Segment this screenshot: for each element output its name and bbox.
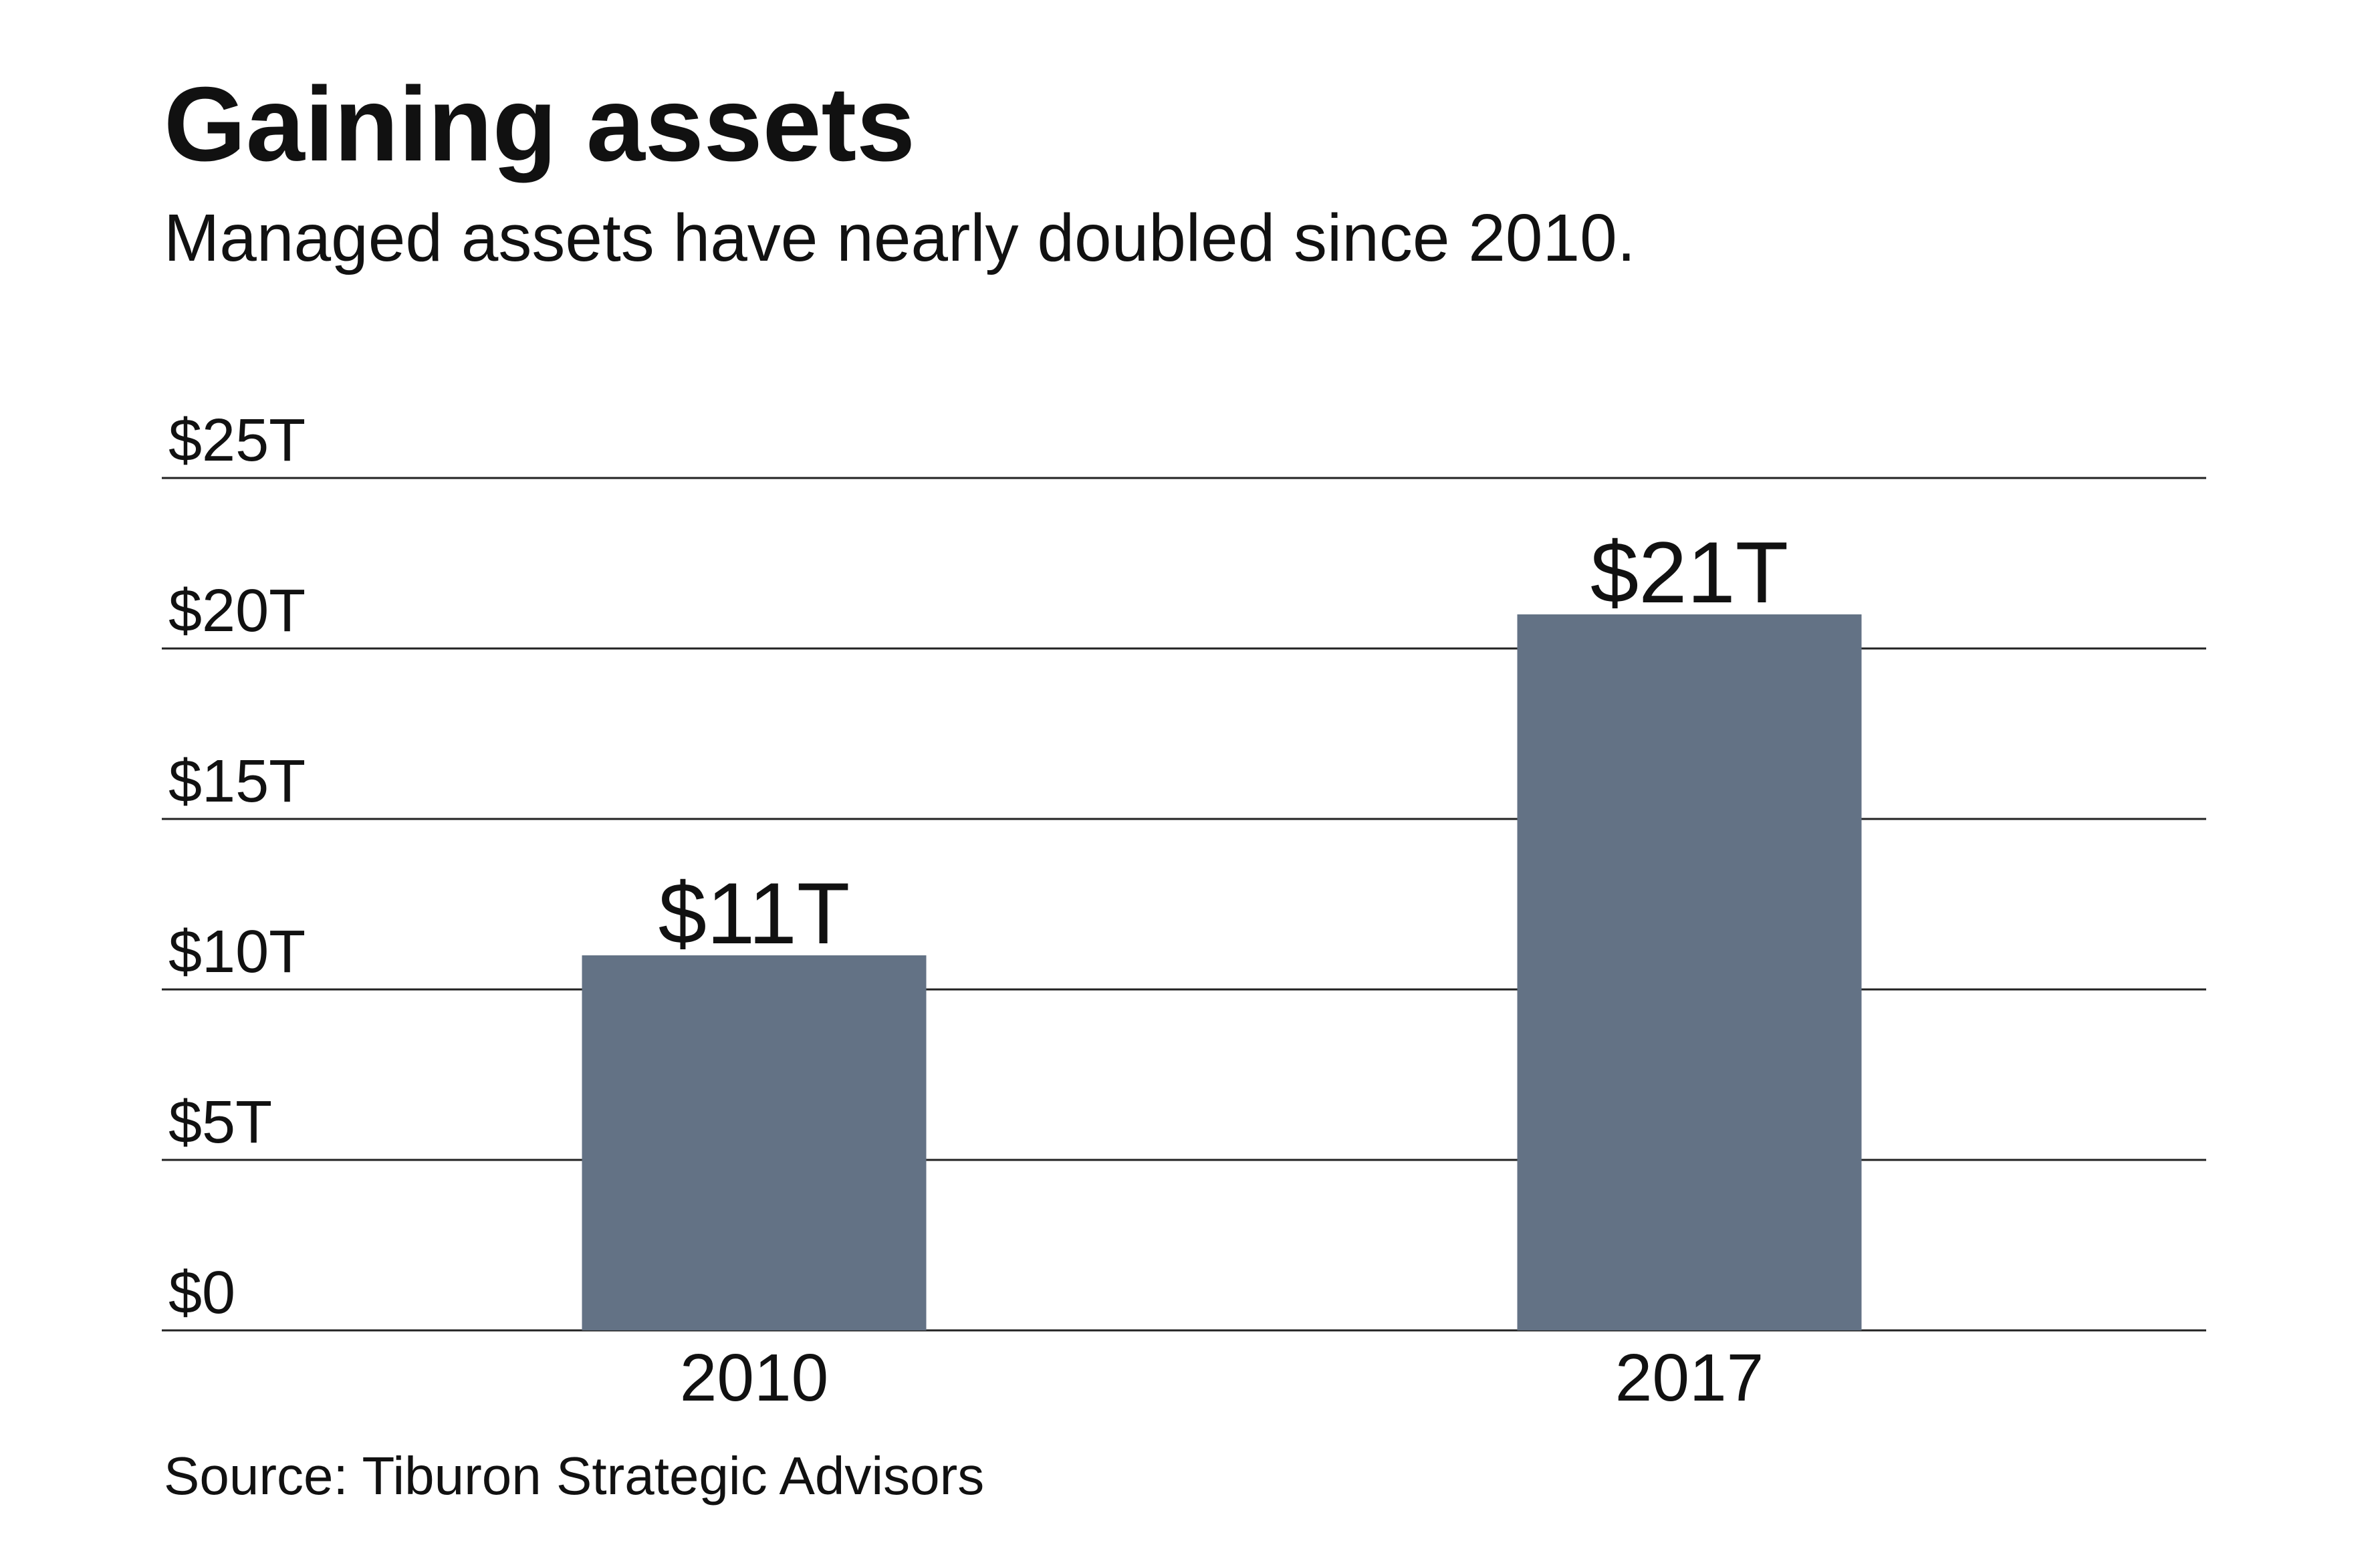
bar-data-label: $21T bbox=[1590, 523, 1788, 621]
y-tick-label: $0 bbox=[168, 1260, 235, 1326]
x-axis-category-labels: 2010 2017 bbox=[680, 1340, 1764, 1415]
x-category-label: 2017 bbox=[1615, 1340, 1764, 1415]
y-axis-tick-labels: $0 $5T $10T $15T $20T $25T bbox=[168, 407, 306, 1326]
bars bbox=[582, 614, 1862, 1330]
y-tick-label: $15T bbox=[168, 748, 306, 815]
y-tick-label: $20T bbox=[168, 578, 306, 644]
y-tick-label: $5T bbox=[168, 1089, 272, 1156]
x-category-label: 2010 bbox=[680, 1340, 828, 1415]
chart-title: Gaining assets bbox=[164, 66, 915, 183]
gridlines bbox=[162, 477, 2206, 1332]
source-note: Source: Tiburon Strategic Advisors bbox=[164, 1446, 984, 1506]
bar bbox=[582, 955, 927, 1330]
chart-subtitle: Managed assets have nearly doubled since… bbox=[164, 201, 1636, 275]
bar bbox=[1517, 614, 1862, 1330]
bar-data-label: $11T bbox=[659, 864, 850, 962]
y-tick-label: $10T bbox=[168, 919, 306, 985]
data-labels: $11T $21T bbox=[659, 523, 1788, 962]
y-tick-label: $25T bbox=[168, 407, 306, 474]
